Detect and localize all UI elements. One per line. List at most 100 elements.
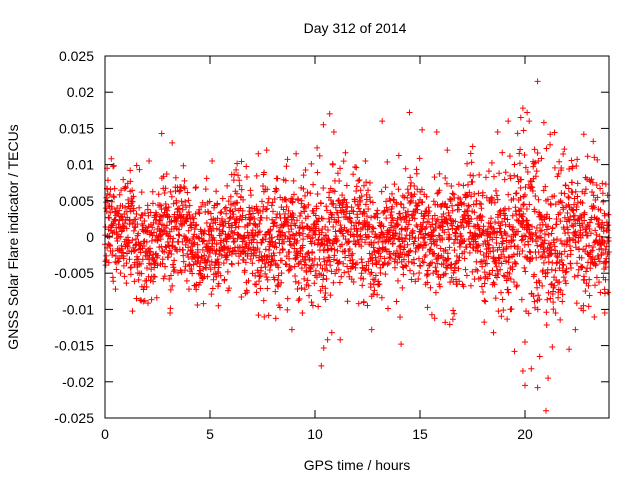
data-point: [303, 262, 310, 269]
data-point: [238, 293, 245, 300]
data-point: [489, 195, 496, 202]
data-point: [548, 251, 555, 258]
data-point: [138, 260, 145, 267]
data-point: [552, 310, 559, 317]
data-point: [245, 245, 252, 252]
data-point: [545, 375, 552, 382]
data-point: [511, 161, 518, 168]
data-point: [309, 234, 316, 241]
data-point: [197, 279, 204, 286]
data-point: [353, 225, 360, 232]
data-point: [484, 237, 491, 244]
data-point: [415, 200, 422, 207]
data-point: [596, 258, 603, 265]
data-point: [479, 213, 486, 220]
data-point: [495, 254, 502, 261]
data-point: [389, 190, 395, 197]
data-point: [446, 212, 453, 219]
data-point: [205, 253, 212, 260]
data-point: [250, 220, 257, 227]
data-point: [445, 209, 452, 216]
data-point: [512, 260, 519, 267]
data-point: [404, 241, 411, 248]
data-point: [323, 203, 330, 210]
data-point: [325, 236, 332, 243]
data-point: [195, 234, 202, 241]
data-point: [436, 187, 443, 194]
data-point: [143, 228, 150, 235]
data-point: [120, 262, 127, 269]
data-point: [258, 239, 265, 246]
data-point: [556, 158, 563, 165]
data-point: [409, 229, 416, 236]
data-point: [424, 304, 431, 311]
data-point: [476, 171, 483, 178]
data-point: [319, 215, 326, 222]
data-point: [317, 287, 324, 294]
data-point: [386, 248, 393, 255]
data-point: [517, 184, 524, 191]
data-point: [318, 362, 325, 369]
data-point: [568, 222, 575, 229]
data-point: [496, 244, 503, 251]
data-point: [588, 176, 595, 183]
data-point: [560, 261, 567, 268]
data-point: [163, 170, 170, 177]
data-point: [408, 197, 415, 204]
data-point: [549, 224, 556, 231]
data-point: [394, 277, 401, 284]
data-point: [516, 150, 523, 157]
data-point: [492, 187, 499, 194]
data-point: [506, 270, 513, 277]
data-point: [275, 281, 282, 288]
data-point: [314, 169, 321, 176]
data-point: [354, 260, 360, 267]
data-point: [422, 252, 429, 259]
data-point: [425, 212, 432, 219]
data-point: [573, 300, 580, 307]
data-point: [264, 276, 271, 283]
data-point: [250, 236, 257, 243]
data-point: [444, 147, 451, 154]
data-point: [131, 248, 138, 255]
data-point: [535, 196, 542, 203]
data-point: [405, 258, 412, 265]
data-point: [330, 279, 337, 286]
data-point: [501, 228, 508, 235]
data-point: [331, 246, 338, 253]
data-point: [597, 206, 604, 213]
data-point: [302, 204, 309, 211]
data-point: [481, 269, 488, 276]
data-point: [256, 220, 263, 227]
data-point: [522, 191, 528, 198]
data-point: [571, 212, 578, 219]
data-point: [504, 286, 511, 293]
data-point: [597, 289, 604, 296]
data-point: [502, 212, 509, 219]
data-point: [262, 246, 269, 253]
data-point: [238, 216, 245, 223]
data-point: [589, 189, 596, 196]
data-point: [420, 219, 427, 226]
data-point: [377, 269, 384, 276]
data-point: [168, 217, 175, 224]
data-point: [130, 219, 136, 226]
data-point: [434, 201, 441, 208]
data-point: [456, 278, 463, 285]
data-point: [151, 273, 158, 280]
data-point: [580, 131, 587, 138]
data-point: [428, 311, 435, 318]
data-point: [586, 276, 593, 283]
data-point: [116, 191, 123, 198]
data-point: [547, 131, 554, 138]
data-point: [336, 178, 343, 185]
data-point: [482, 298, 489, 305]
data-point: [510, 224, 517, 231]
data-point: [587, 230, 594, 237]
data-point: [300, 225, 307, 232]
data-point: [463, 208, 470, 215]
data-point: [501, 253, 508, 260]
data-point: [446, 244, 453, 251]
data-point: [309, 302, 316, 309]
data-point: [168, 193, 175, 200]
